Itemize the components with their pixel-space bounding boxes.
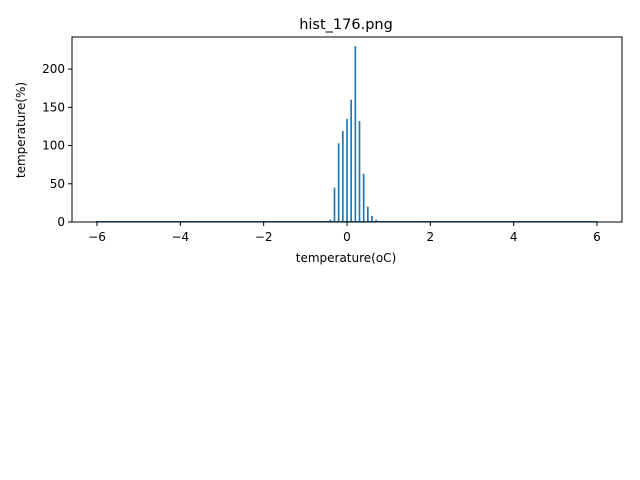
histogram-bar (375, 219, 377, 222)
x-tick-label: 0 (343, 230, 351, 244)
y-axis-label: temperature(%) (14, 82, 28, 178)
y-tick-label: 100 (42, 139, 65, 153)
x-tick-label: −4 (171, 230, 189, 244)
histogram-bar (350, 99, 352, 222)
x-axis: −6 −4 −2 0 2 4 6 (88, 222, 601, 244)
y-axis: 0 50 100 150 200 (42, 62, 72, 229)
histogram-bar (358, 121, 361, 222)
x-tick-label: 6 (593, 230, 601, 244)
histogram-bar (329, 219, 332, 222)
y-tick-label: 200 (42, 62, 65, 76)
bars-layer (96, 46, 598, 222)
x-tick-label: −2 (255, 230, 273, 244)
chart-title: hist_176.png (299, 17, 393, 33)
histogram-bar (354, 46, 357, 222)
x-tick-label: −6 (88, 230, 106, 244)
y-tick-label: 50 (50, 177, 65, 191)
x-axis-label: temperature(oC) (296, 251, 397, 265)
y-tick-label: 150 (42, 100, 65, 114)
histogram-bar (371, 215, 373, 222)
histogram-bar (367, 206, 369, 222)
histogram-bar (362, 173, 365, 222)
histogram-bar (342, 131, 344, 222)
y-tick-label: 0 (57, 215, 65, 229)
x-tick-label: 4 (510, 230, 518, 244)
x-tick-label: 2 (427, 230, 435, 244)
histogram-bar (337, 143, 340, 222)
histogram-bar (346, 118, 348, 222)
histogram-bar (333, 187, 336, 222)
